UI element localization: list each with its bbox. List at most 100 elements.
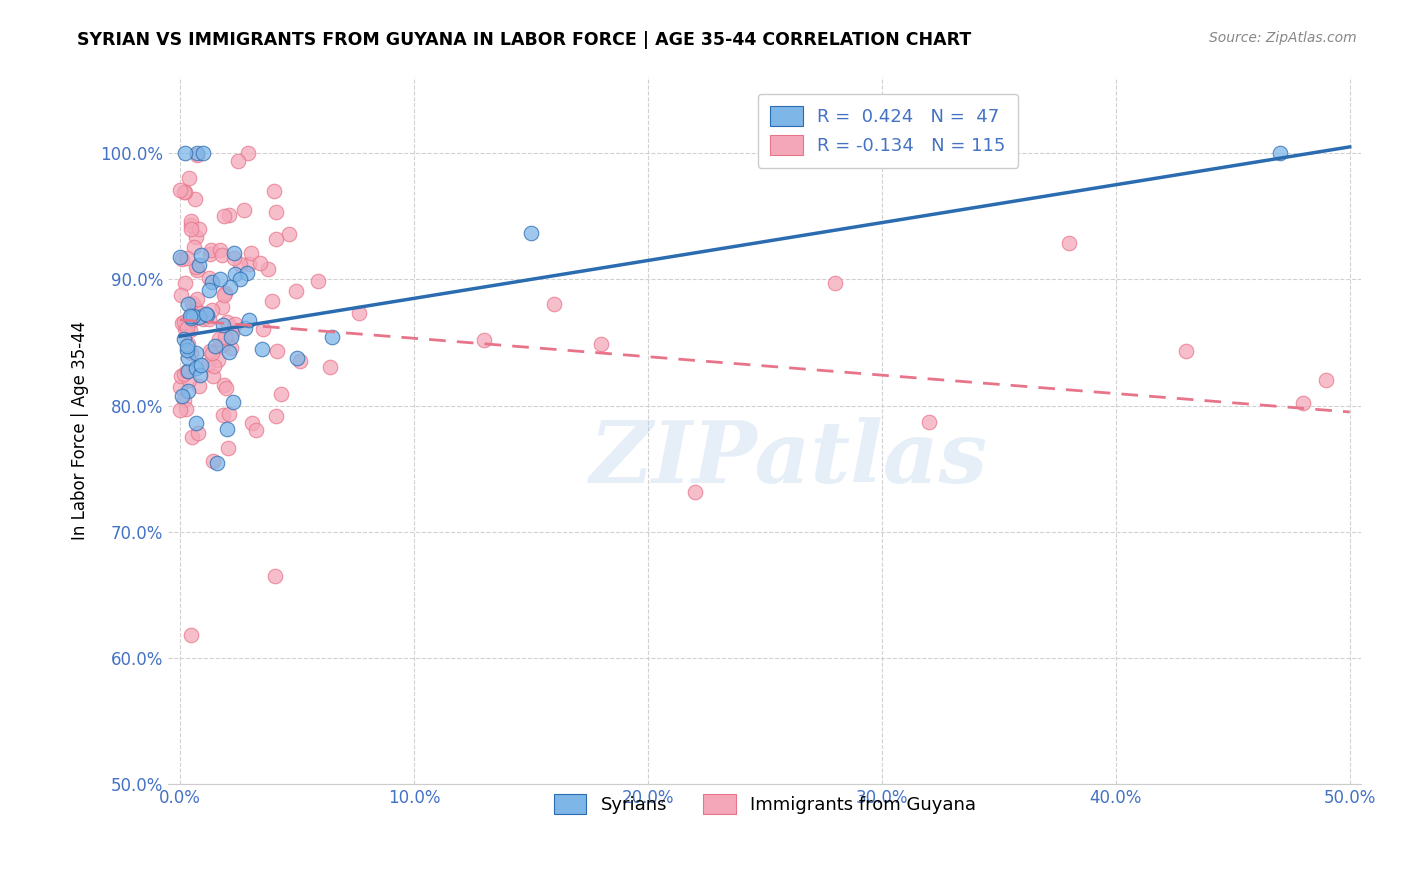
Point [177, 364, 200, 378]
Point [222, 246, 245, 260]
Point [194, 307, 217, 321]
Point [240, 416, 263, 430]
Point [177, 336, 200, 351]
Point [169, 402, 191, 417]
Point [212, 378, 235, 392]
Point [180, 214, 202, 228]
Point [211, 318, 233, 332]
Point [1292, 396, 1315, 410]
Point [184, 192, 207, 206]
Point [180, 296, 202, 310]
Point [173, 393, 195, 408]
Point [245, 423, 267, 437]
Point [1315, 373, 1337, 387]
Point [183, 240, 205, 254]
Point [917, 415, 939, 429]
Point [173, 332, 195, 346]
Point [264, 569, 287, 583]
Point [177, 373, 200, 387]
Point [260, 293, 283, 308]
Point [222, 395, 245, 409]
Point [187, 426, 209, 441]
Point [238, 146, 260, 161]
Point [197, 357, 219, 371]
Point [263, 184, 285, 198]
Point [177, 297, 200, 311]
Point [190, 359, 212, 373]
Point [180, 628, 202, 642]
Point [211, 247, 233, 261]
Point [179, 323, 201, 337]
Point [221, 330, 243, 344]
Point [347, 306, 370, 320]
Point [214, 209, 236, 223]
Point [266, 343, 288, 358]
Point [198, 271, 221, 285]
Point [240, 245, 263, 260]
Point [211, 300, 233, 314]
Point [191, 311, 214, 326]
Point [202, 454, 225, 468]
Point [186, 360, 208, 375]
Point [198, 311, 221, 326]
Point [186, 260, 208, 275]
Point [472, 333, 495, 347]
Point [186, 346, 208, 360]
Point [172, 252, 194, 267]
Point [219, 341, 242, 355]
Point [186, 148, 208, 162]
Point [190, 305, 212, 319]
Point [193, 308, 215, 322]
Point [187, 378, 209, 392]
Point [180, 310, 202, 325]
Point [277, 227, 299, 241]
Point [221, 326, 243, 340]
Point [197, 283, 219, 297]
Point [186, 416, 208, 430]
Text: ZIPatlas: ZIPatlas [589, 417, 988, 501]
Point [198, 343, 221, 358]
Point [180, 308, 202, 322]
Point [224, 317, 246, 331]
Point [307, 274, 329, 288]
Point [520, 226, 543, 240]
Point [218, 345, 240, 359]
Point [319, 360, 342, 375]
Point [191, 146, 214, 161]
Point [174, 401, 197, 416]
Point [173, 314, 195, 328]
Point [180, 430, 202, 444]
Point [170, 369, 193, 384]
Point [543, 297, 565, 311]
Point [177, 351, 200, 366]
Point [201, 275, 224, 289]
Point [270, 387, 292, 401]
Point [190, 248, 212, 262]
Point [198, 247, 221, 261]
Point [181, 312, 204, 326]
Point [285, 284, 308, 298]
Point [204, 339, 226, 353]
Point [214, 330, 236, 344]
Point [249, 256, 271, 270]
Point [173, 367, 195, 381]
Point [252, 322, 274, 336]
Point [177, 384, 200, 398]
Point [176, 339, 198, 353]
Point [181, 307, 204, 321]
Point [201, 303, 224, 318]
Point [200, 243, 222, 257]
Point [208, 243, 231, 257]
Point [232, 203, 254, 218]
Point [186, 310, 208, 324]
Point [176, 343, 198, 358]
Point [173, 146, 195, 161]
Point [215, 315, 238, 329]
Point [169, 288, 191, 302]
Point [188, 258, 211, 272]
Point [589, 337, 612, 351]
Point [236, 266, 259, 280]
Point [180, 218, 202, 232]
Point [201, 346, 224, 360]
Point [824, 276, 846, 290]
